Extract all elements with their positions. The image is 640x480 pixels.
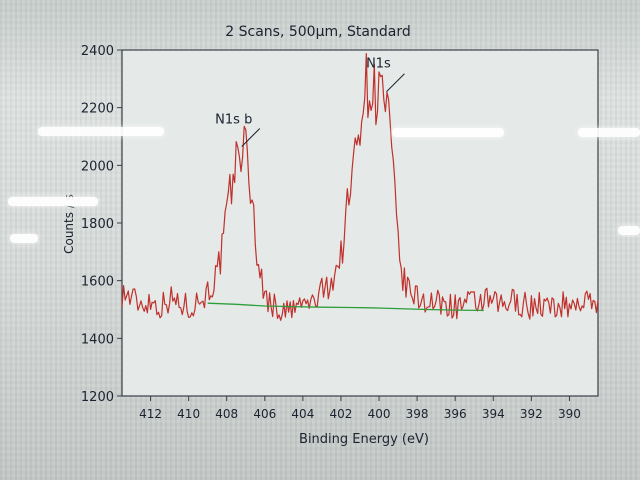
x-axis: 412 410 408 406 404 402 400 398 396 394 392 390 xyxy=(139,396,581,421)
y-tick-label: 1800 xyxy=(81,217,114,232)
x-tick-label: 390 xyxy=(558,407,581,421)
x-tick-label: 408 xyxy=(215,407,238,421)
screen-glare xyxy=(10,234,38,243)
x-tick-label: 406 xyxy=(253,407,276,421)
y-axis-label: Counts / s xyxy=(62,194,76,254)
screen-glare xyxy=(38,127,164,136)
plot-area xyxy=(121,49,599,397)
annotation-leader xyxy=(241,128,261,147)
y-tick-label: 1200 xyxy=(81,390,114,405)
spectrum-line xyxy=(121,52,599,321)
background-line xyxy=(207,302,484,312)
x-tick-label: 398 xyxy=(406,407,429,421)
screen-glare xyxy=(618,226,640,235)
x-tick-label: 412 xyxy=(139,407,162,421)
y-tick-label: 2400 xyxy=(81,44,114,59)
y-tick-label: 1600 xyxy=(81,275,114,290)
screen-glare xyxy=(392,128,504,137)
x-tick-label: 400 xyxy=(368,407,391,421)
y-tick-label: 2200 xyxy=(81,102,114,117)
annotation-layer: N1s b N1s xyxy=(215,57,405,147)
y-tick-label: 2000 xyxy=(81,159,114,174)
y-axis: 1200 1400 1600 1800 2000 2200 2400 xyxy=(81,44,122,405)
chart-title: 2 Scans, 500µm, Standard xyxy=(225,24,410,40)
y-tick-label: 1400 xyxy=(81,332,114,347)
x-tick-label: 402 xyxy=(330,407,353,421)
x-axis-label: Binding Energy (eV) xyxy=(299,432,429,447)
screen-glare xyxy=(8,197,98,206)
annotation-leader xyxy=(386,73,405,93)
x-tick-label: 396 xyxy=(444,407,467,421)
screen-glare xyxy=(578,128,640,137)
x-tick-label: 394 xyxy=(482,407,505,421)
annotation-label: N1s b xyxy=(215,113,252,128)
x-tick-label: 392 xyxy=(520,407,543,421)
x-tick-label: 410 xyxy=(177,407,200,421)
x-tick-label: 404 xyxy=(291,407,314,421)
series-layer xyxy=(121,52,599,321)
annotation-label: N1s xyxy=(366,57,391,72)
